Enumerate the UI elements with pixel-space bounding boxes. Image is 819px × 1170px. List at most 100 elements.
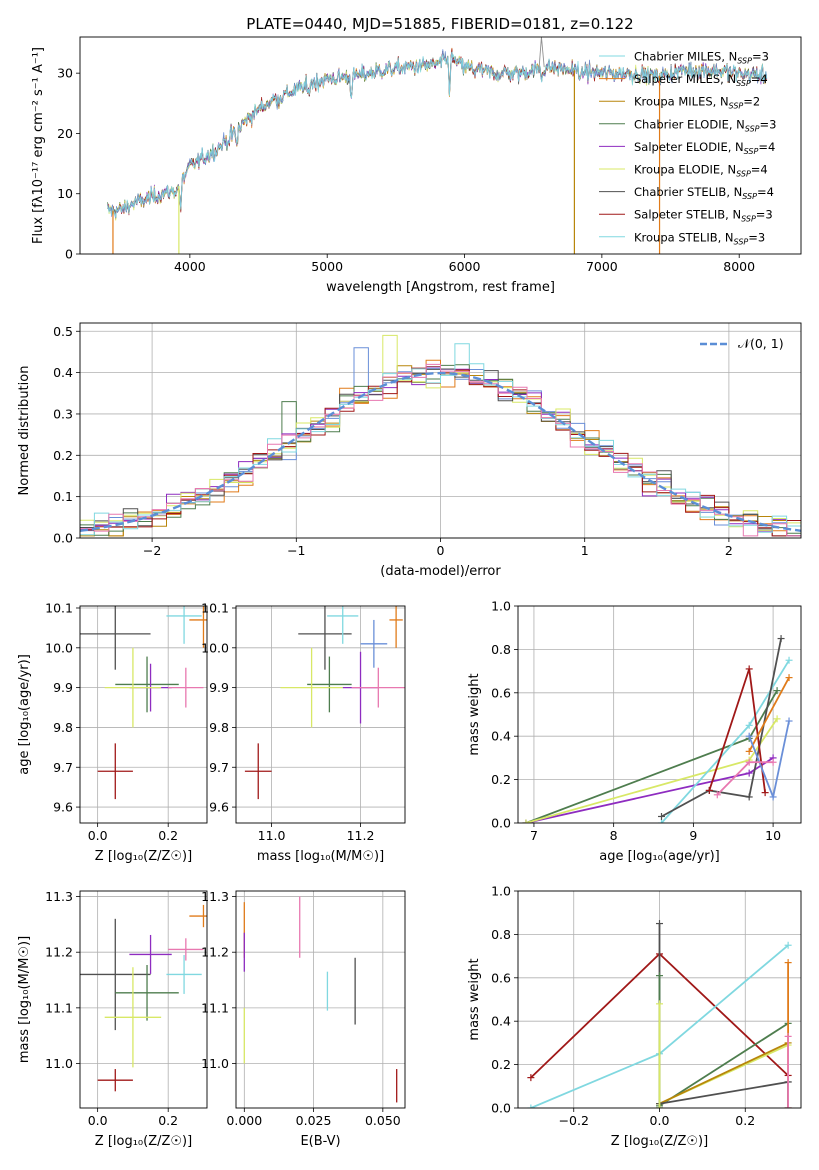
weight-line-chabrier_elodie bbox=[525, 690, 778, 823]
axes-frame bbox=[235, 890, 406, 1109]
legend-label: Salpeter STELIB, NSSP=3 bbox=[634, 208, 773, 224]
legend-label: Kroupa STELIB, NSSP=3 bbox=[634, 230, 765, 246]
x-tick-label: 0.0 bbox=[88, 828, 108, 843]
legend-label: Kroupa MILES, NSSP=2 bbox=[634, 95, 760, 111]
y-axis-label: mass weight bbox=[467, 673, 482, 755]
y-axis-label: mass weight bbox=[467, 958, 482, 1040]
axes-frame bbox=[79, 322, 802, 539]
axes-frame bbox=[79, 605, 208, 824]
x-tick-label: 1 bbox=[581, 543, 589, 558]
spectrum-line-kroupa_stelib bbox=[107, 51, 768, 218]
errorbars bbox=[80, 606, 207, 800]
x-tick-label: −0.2 bbox=[559, 1113, 589, 1128]
y-tick-label: 11.3 bbox=[45, 889, 73, 904]
x-tick-label: 0.050 bbox=[365, 1113, 401, 1128]
x-tick-label: 0.0 bbox=[650, 1113, 670, 1128]
weight-line-salpeter_miles bbox=[748, 677, 790, 752]
weight-lines bbox=[522, 635, 793, 823]
y-tick-label: 9.9 bbox=[53, 680, 73, 695]
x-axis-label: Z [log₁₀(Z/Z☉)] bbox=[95, 1134, 192, 1149]
y-tick-label: 11.1 bbox=[45, 1000, 73, 1015]
spectrum-lines bbox=[107, 37, 768, 254]
y-tick-label: 11.1 bbox=[201, 1000, 229, 1015]
x-tick-label: 10 bbox=[765, 828, 781, 843]
x-tick-label: 0.2 bbox=[158, 828, 178, 843]
axes-frame bbox=[517, 605, 802, 824]
legend-label: Chabrier ELODIE, NSSP=3 bbox=[634, 117, 776, 133]
x-tick-label: 11.2 bbox=[347, 828, 375, 843]
y-tick-label: 0.0 bbox=[491, 816, 511, 831]
x-axis-label: mass [log₁₀(M/M☉)] bbox=[257, 849, 384, 864]
x-axis-label: (data-model)/error bbox=[380, 564, 501, 579]
y-tick-label: 10.0 bbox=[201, 640, 229, 655]
y-tick-label: 0.2 bbox=[491, 1057, 511, 1072]
y-tick-label: 0.4 bbox=[491, 729, 511, 744]
x-axis-label: Z [log₁₀(Z/Z☉)] bbox=[95, 849, 192, 864]
y-tick-label: 0.4 bbox=[53, 365, 73, 380]
age_vs_mass-panel: 11.0 11.2 9.6 9.7 9.8 9.9 10.0 10.1 mass [log₁₀(… bbox=[201, 600, 406, 864]
x-axis-label: Z [log₁₀(Z/Z☉)] bbox=[611, 1134, 708, 1149]
y-tick-label: 0.5 bbox=[53, 324, 73, 339]
figure-title: PLATE=0440, MJD=51885, FIBERID=0181, z=0… bbox=[246, 15, 633, 33]
y-tick-label: 1.0 bbox=[491, 884, 511, 899]
y-tick-label: 0.1 bbox=[53, 489, 73, 504]
y-axis-label: age [log₁₀(age/yr)] bbox=[17, 654, 32, 775]
y-tick-label: 0.3 bbox=[53, 406, 73, 421]
axes-frame bbox=[517, 890, 802, 1109]
x-tick-label: 0.0 bbox=[88, 1113, 108, 1128]
y-tick-label: 11.2 bbox=[45, 945, 73, 960]
errorbars bbox=[244, 606, 405, 800]
y-tick-label: 0 bbox=[65, 247, 73, 262]
y-tick-label: 1.0 bbox=[491, 599, 511, 614]
y-tick-label: 10.1 bbox=[45, 600, 73, 615]
x-tick-label: 2 bbox=[725, 543, 733, 558]
y-tick-label: 9.7 bbox=[53, 760, 73, 775]
y-tick-label: 10 bbox=[57, 186, 73, 201]
y-tick-label: 10.1 bbox=[201, 600, 229, 615]
histogram-kroupa_stelib bbox=[80, 343, 801, 536]
y-tick-label: 0.0 bbox=[53, 531, 73, 546]
x-tick-label: 4000 bbox=[174, 259, 206, 274]
y-tick-label: 30 bbox=[57, 66, 73, 81]
x-tick-label: 9 bbox=[689, 828, 697, 843]
weight-line-chabrier_stelib bbox=[659, 1081, 789, 1105]
errorbars bbox=[243, 896, 398, 1103]
mass_weight_vs_age-panel: 7 8 9 10 0.0 0.2 0.4 0.6 0.8 1.0 age [log₁₀(age/yr… bbox=[467, 599, 802, 864]
x-tick-label: 8000 bbox=[723, 259, 755, 274]
legend-label: Kroupa ELODIE, NSSP=4 bbox=[634, 163, 768, 179]
x-tick-label: 0 bbox=[437, 543, 445, 558]
weight-line-chabrier_miles bbox=[748, 720, 790, 801]
weight-lines bbox=[527, 920, 792, 1108]
spectrum-legend: Chabrier MILES, NSSP=3 Salpeter MILES, NS… bbox=[599, 50, 776, 246]
residuals-panel: −2 −1 0 1 2 0.0 0.1 0.2 0.3 0.4 0.5 (data-model)/er… bbox=[17, 322, 802, 579]
histogram-pink bbox=[80, 363, 801, 537]
y-tick-label: 20 bbox=[57, 126, 73, 141]
y-tick-label: 10.0 bbox=[45, 640, 73, 655]
axes-frame bbox=[79, 36, 802, 255]
x-tick-label: 11.0 bbox=[258, 828, 286, 843]
axes-frame bbox=[235, 605, 406, 824]
x-axis-label: wavelength [Angstrom, rest frame] bbox=[326, 280, 555, 295]
y-tick-label: 9.9 bbox=[209, 680, 229, 695]
x-tick-label: 5000 bbox=[311, 259, 343, 274]
x-tick-label: 7 bbox=[530, 828, 538, 843]
x-axis-label: E(B-V) bbox=[300, 1134, 340, 1149]
mass_vs_Z-panel: 0.0 0.2 11.0 11.1 11.2 11.3 Z [log₁₀(Z/Z☉)] mas… bbox=[17, 889, 208, 1149]
age_vs_Z-panel: 0.0 0.2 9.6 9.7 9.8 9.9 10.0 10.1 Z [log₁₀(Z/Z☉)… bbox=[17, 600, 208, 864]
x-tick-label: −2 bbox=[143, 543, 161, 558]
y-tick-label: 9.6 bbox=[209, 800, 229, 815]
x-tick-label: 0.2 bbox=[735, 1113, 755, 1128]
y-tick-label: 11.2 bbox=[201, 945, 229, 960]
y-tick-label: 0.4 bbox=[491, 1014, 511, 1029]
axes-frame bbox=[79, 890, 208, 1109]
y-tick-label: 0.8 bbox=[491, 642, 511, 657]
x-tick-label: 0.000 bbox=[226, 1113, 262, 1128]
gaussian-curve bbox=[80, 371, 801, 532]
x-axis-label: age [log₁₀(age/yr)] bbox=[599, 849, 720, 864]
y-tick-label: 0.6 bbox=[491, 685, 511, 700]
errorbars bbox=[80, 904, 207, 1092]
legend-label: Chabrier MILES, NSSP=3 bbox=[634, 50, 769, 66]
legend-label: Chabrier STELIB, NSSP=4 bbox=[634, 185, 774, 201]
spectrum-panel: 4000 5000 6000 7000 8000 0 10 20 30 wavelength [A… bbox=[31, 36, 802, 295]
